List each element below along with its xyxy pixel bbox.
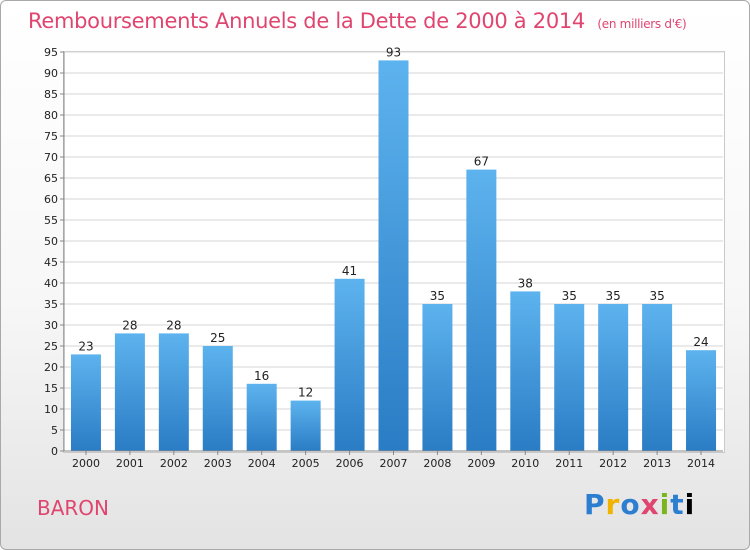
data-label: 93 <box>386 45 401 59</box>
y-tick-label: 35 <box>44 298 58 311</box>
data-label: 16 <box>254 369 269 383</box>
bar-2005 <box>290 400 321 451</box>
bar-2001 <box>114 333 145 451</box>
data-label: 35 <box>606 289 621 303</box>
data-label: 35 <box>649 289 664 303</box>
y-tick-label: 10 <box>44 403 58 416</box>
data-label: 12 <box>298 386 313 400</box>
bar-2011 <box>554 304 585 451</box>
y-tick-label: 85 <box>44 88 58 101</box>
data-label: 24 <box>693 335 708 349</box>
y-tick-label: 60 <box>44 193 58 206</box>
x-tick-label: 2006 <box>336 457 364 470</box>
bar-2014 <box>686 350 717 451</box>
y-tick-label: 25 <box>44 340 58 353</box>
x-tick-label: 2000 <box>72 457 100 470</box>
y-tick-label: 80 <box>44 109 58 122</box>
y-tick-label: 55 <box>44 214 58 227</box>
y-tick-label: 65 <box>44 172 58 185</box>
y-tick-label: 40 <box>44 277 58 290</box>
x-tick-label: 2005 <box>292 457 320 470</box>
location-name: BARON <box>37 496 110 520</box>
bar-2002 <box>158 333 189 451</box>
chart-title: Remboursements Annuels de la Dette de 20… <box>28 9 687 33</box>
data-label: 41 <box>342 264 357 278</box>
data-label: 67 <box>474 155 489 169</box>
bar-2006 <box>334 278 365 451</box>
y-tick-label: 75 <box>44 130 58 143</box>
x-tick-label: 2002 <box>160 457 188 470</box>
y-tick-label: 5 <box>51 424 58 437</box>
x-tick-label: 2004 <box>248 457 276 470</box>
bar-2010 <box>510 291 541 451</box>
x-tick-label: 2009 <box>467 457 495 470</box>
y-tick-label: 95 <box>44 46 58 59</box>
x-tick-label: 2001 <box>116 457 144 470</box>
chart-unit-label: (en milliers d'€) <box>597 17 687 31</box>
bar-2009 <box>466 169 497 451</box>
y-tick-label: 0 <box>51 445 58 458</box>
data-label: 35 <box>430 289 445 303</box>
bar-2012 <box>598 304 629 451</box>
y-tick-label: 45 <box>44 256 58 269</box>
y-tick-label: 15 <box>44 382 58 395</box>
y-tick-label: 30 <box>44 319 58 332</box>
x-tick-label: 2012 <box>599 457 627 470</box>
y-tick-label: 50 <box>44 235 58 248</box>
data-label: 38 <box>518 276 533 290</box>
x-tick-label: 2008 <box>423 457 451 470</box>
data-label: 28 <box>122 318 137 332</box>
proxiti-logo: Proxiti <box>584 488 696 521</box>
x-tick-label: 2003 <box>204 457 232 470</box>
data-label: 25 <box>210 331 225 345</box>
x-tick-label: 2010 <box>511 457 539 470</box>
x-tick-label: 2011 <box>555 457 583 470</box>
y-tick-label: 70 <box>44 151 58 164</box>
data-label: 23 <box>78 339 93 353</box>
bar-2008 <box>422 304 453 451</box>
bar-2000 <box>70 354 101 451</box>
x-tick-label: 2013 <box>643 457 671 470</box>
y-tick-label: 20 <box>44 361 58 374</box>
x-tick-label: 2014 <box>687 457 715 470</box>
bar-2013 <box>642 304 673 451</box>
bar-2007 <box>378 60 409 452</box>
x-tick-label: 2007 <box>380 457 408 470</box>
chart-title-text: Remboursements Annuels de la Dette de 20… <box>28 9 585 33</box>
bar-2004 <box>246 383 277 451</box>
data-label: 35 <box>562 289 577 303</box>
bar-2003 <box>202 346 233 451</box>
data-label: 28 <box>166 318 181 332</box>
y-tick-label: 90 <box>44 67 58 80</box>
